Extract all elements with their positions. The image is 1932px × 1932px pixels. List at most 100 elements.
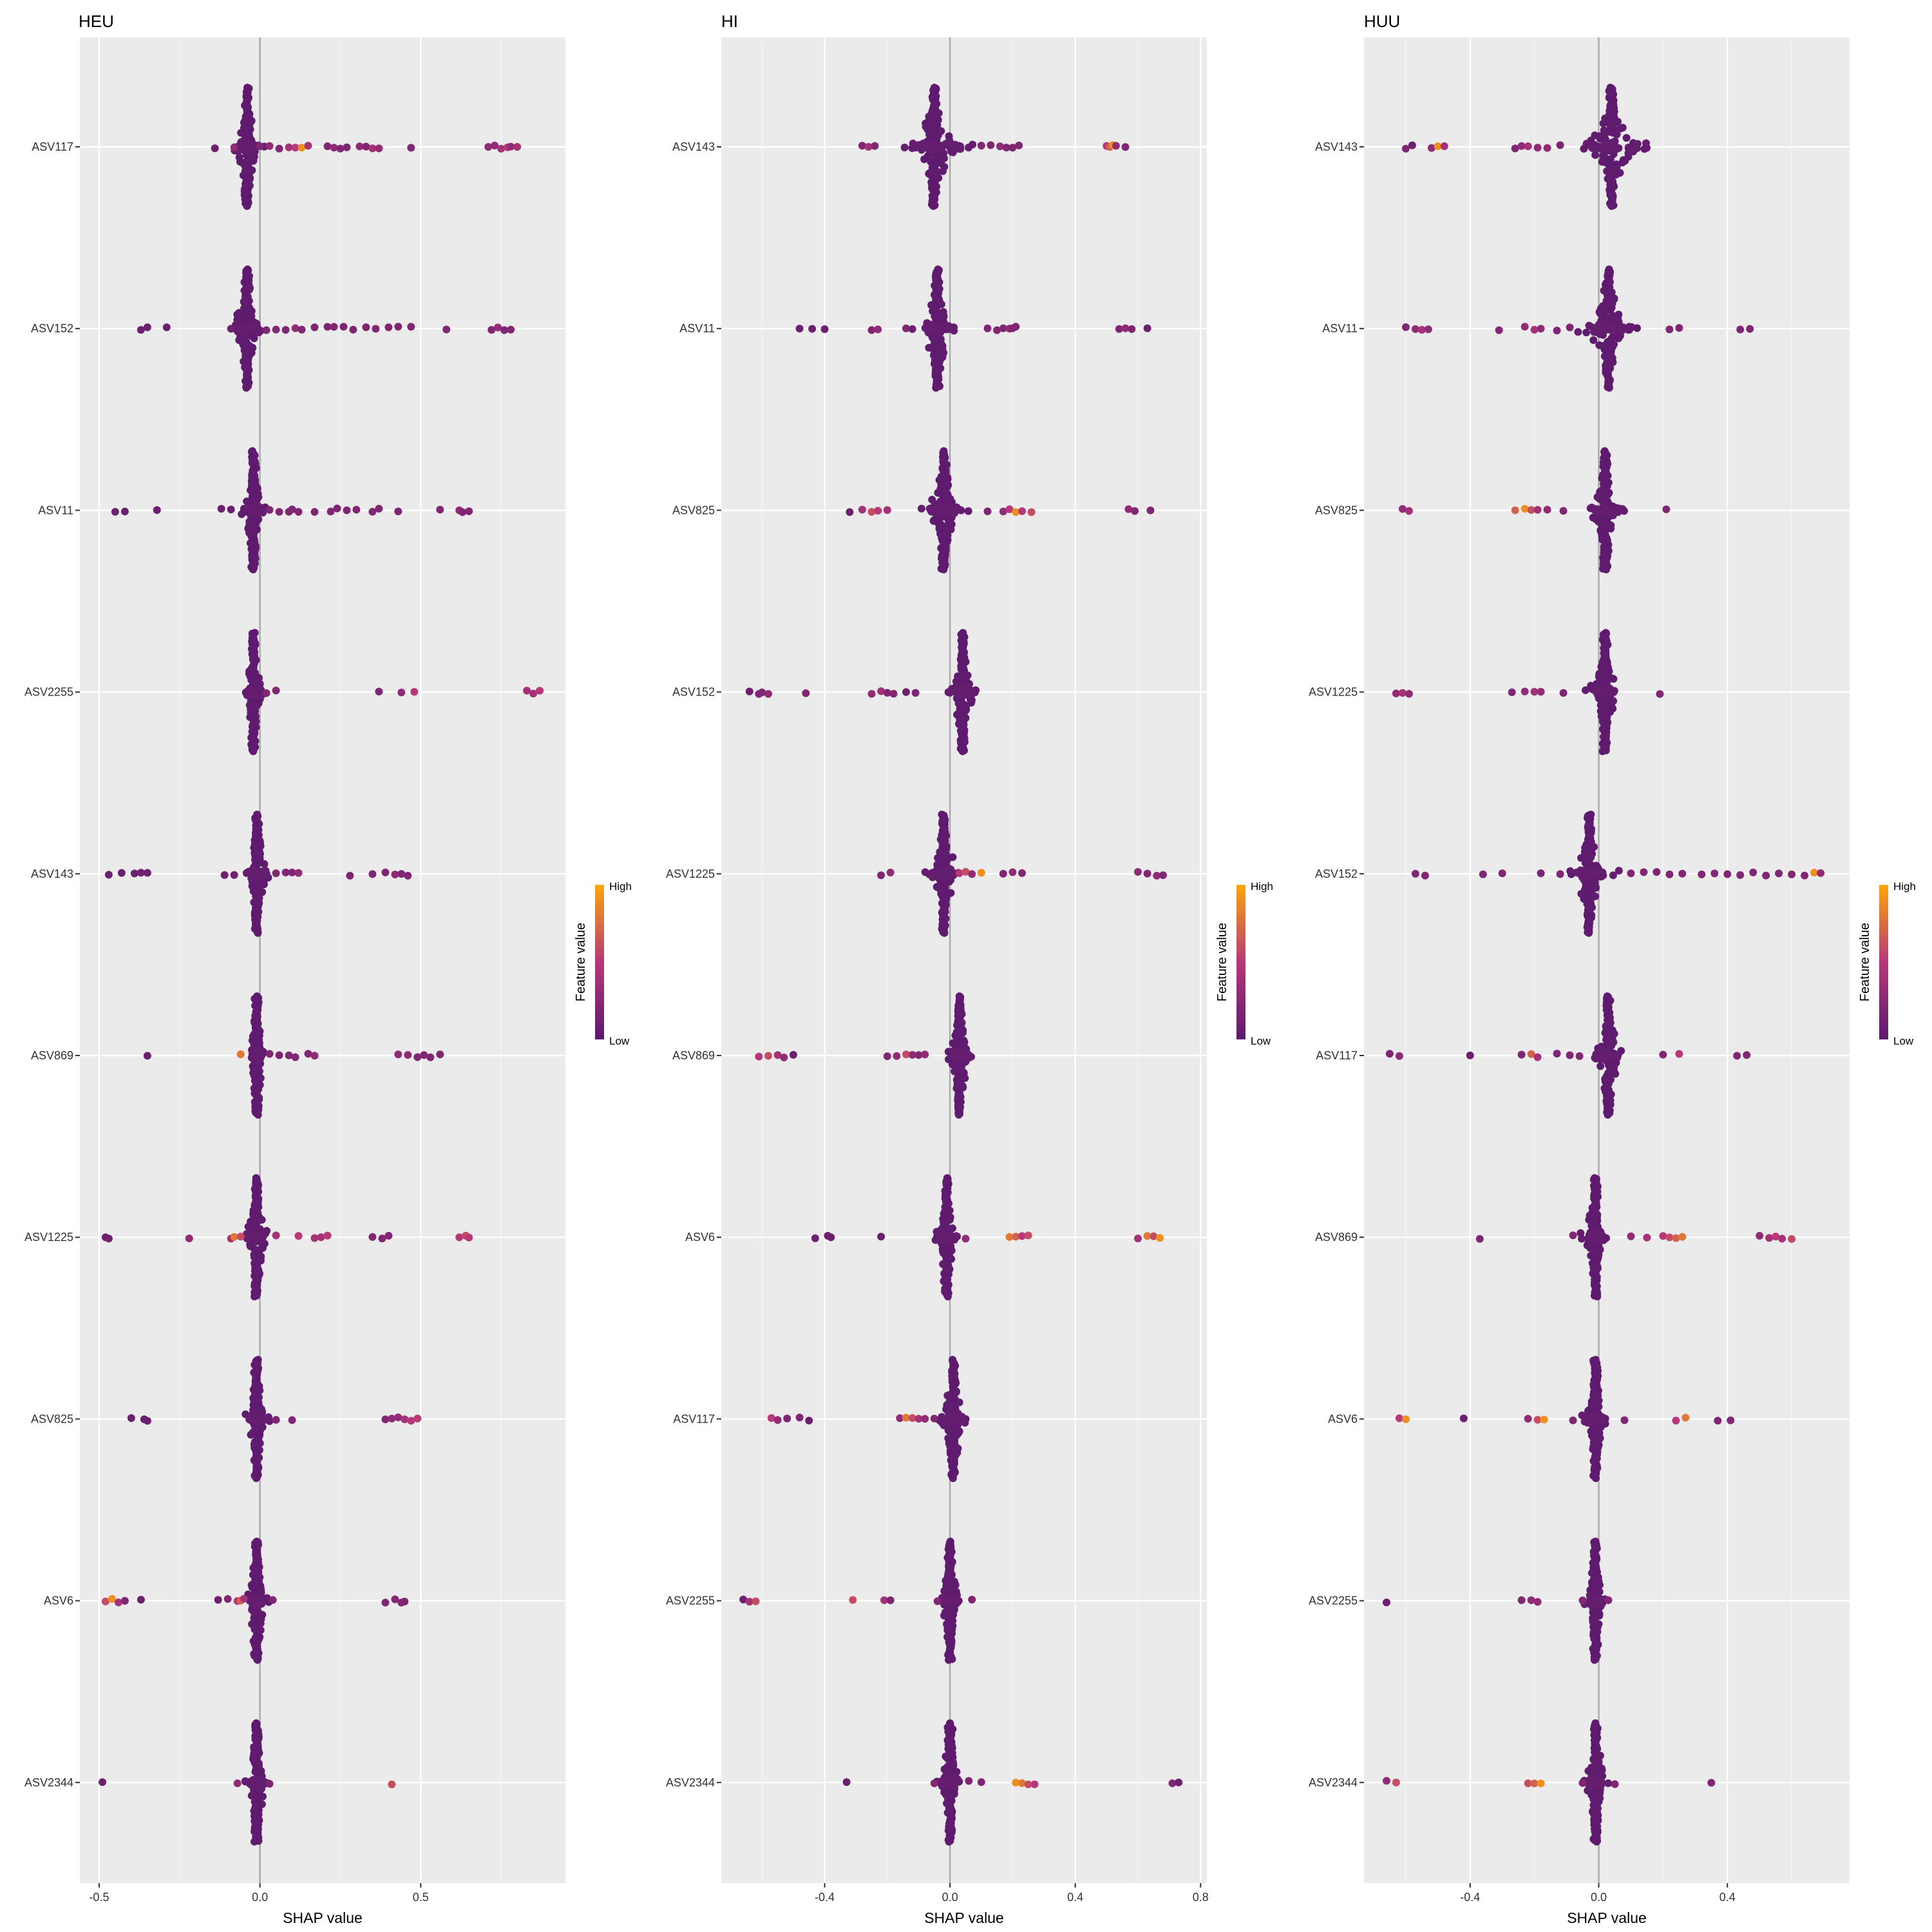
data-point: [407, 144, 415, 152]
data-point: [1556, 870, 1564, 878]
data-point: [99, 1778, 106, 1786]
data-point: [886, 1596, 895, 1604]
data-point: [1582, 140, 1591, 147]
data-point: [257, 1777, 265, 1785]
data-point: [1602, 565, 1610, 574]
data-point: [355, 142, 364, 151]
data-point: [927, 326, 936, 334]
data-point: [968, 870, 976, 878]
data-point: [249, 869, 257, 878]
y-tick-label: ASV152: [31, 322, 73, 335]
data-point: [952, 1593, 960, 1602]
data-point: [1533, 506, 1542, 514]
data-point: [137, 1596, 145, 1604]
data-point: [275, 144, 283, 153]
data-point: [1134, 867, 1142, 876]
data-point: [256, 142, 264, 151]
y-tick-label: ASV2255: [1309, 1595, 1358, 1607]
data-point: [381, 868, 390, 876]
data-point: [808, 325, 817, 333]
row-asv869: [143, 992, 444, 1119]
data-point: [137, 326, 145, 334]
data-point: [465, 507, 473, 515]
data-point: [394, 1413, 402, 1421]
data-point: [1665, 870, 1674, 878]
data-point: [1604, 1111, 1612, 1119]
data-point: [375, 504, 383, 513]
data-point: [938, 1777, 947, 1785]
data-point: [921, 1415, 929, 1423]
data-point: [1743, 1051, 1751, 1059]
data-point: [217, 505, 225, 513]
data-point: [1595, 1050, 1604, 1059]
data-point: [1440, 142, 1448, 150]
data-point: [330, 144, 338, 152]
data-point: [963, 685, 972, 694]
data-point: [120, 1596, 129, 1605]
data-point: [1566, 867, 1575, 875]
data-point: [1624, 144, 1633, 153]
y-tick-label: ASV143: [1315, 140, 1358, 153]
data-point: [977, 1778, 985, 1786]
data-point: [368, 144, 377, 153]
data-point: [394, 1050, 402, 1059]
data-point: [900, 144, 909, 151]
data-point: [764, 690, 772, 698]
data-point: [294, 869, 303, 877]
data-point: [917, 504, 925, 513]
data-point: [404, 1051, 412, 1059]
panel-background: [80, 37, 565, 1883]
data-point: [1662, 505, 1671, 513]
data-point: [233, 1779, 242, 1788]
panel-background: [721, 37, 1207, 1883]
data-point: [1401, 323, 1410, 331]
data-point: [223, 1595, 232, 1603]
data-point: [1498, 869, 1506, 878]
data-point: [1640, 868, 1648, 876]
data-point: [945, 1656, 953, 1664]
panel-huu: HUU-0.4 0.0 0.4ASV143ASV11ASV825ASV1225ASV…: [1309, 12, 1916, 1926]
data-point: [1143, 324, 1151, 332]
y-tick-label: ASV825: [672, 504, 715, 516]
data-point: [262, 689, 270, 697]
data-point: [780, 1054, 788, 1061]
data-point: [281, 868, 290, 876]
data-point: [1405, 690, 1413, 698]
data-point: [1018, 507, 1026, 515]
data-point: [874, 507, 882, 515]
data-point: [1591, 325, 1600, 333]
data-point: [323, 142, 332, 151]
data-point: [497, 144, 506, 153]
data-point: [323, 1231, 332, 1240]
y-tick-label: ASV825: [1315, 504, 1358, 516]
data-point: [1395, 1052, 1403, 1060]
data-point: [1411, 869, 1419, 878]
data-point: [265, 1050, 274, 1058]
data-point: [949, 1416, 957, 1424]
x-tick-label: -0.4: [815, 1891, 835, 1904]
legend-low-label: Low: [1251, 1035, 1271, 1047]
data-point: [254, 1111, 262, 1119]
data-point: [330, 323, 338, 331]
data-point: [291, 1053, 299, 1061]
data-point: [1405, 507, 1413, 515]
data-point: [921, 140, 929, 149]
data-point: [783, 1414, 791, 1423]
data-point: [1112, 142, 1120, 150]
data-point: [294, 507, 303, 516]
data-point: [104, 1235, 113, 1243]
data-point: [1543, 144, 1551, 152]
data-point: [983, 507, 992, 515]
data-point: [1556, 141, 1564, 149]
data-point: [1595, 689, 1604, 697]
data-point: [956, 145, 965, 153]
data-point: [1495, 326, 1503, 334]
data-point: [945, 865, 953, 873]
data-point: [1817, 869, 1825, 877]
legend-colorbar: [595, 885, 604, 1039]
data-point: [883, 506, 891, 514]
data-point: [484, 143, 493, 151]
x-tick-label: 0.0: [1591, 1891, 1607, 1904]
panel-title: HUU: [1364, 12, 1400, 31]
